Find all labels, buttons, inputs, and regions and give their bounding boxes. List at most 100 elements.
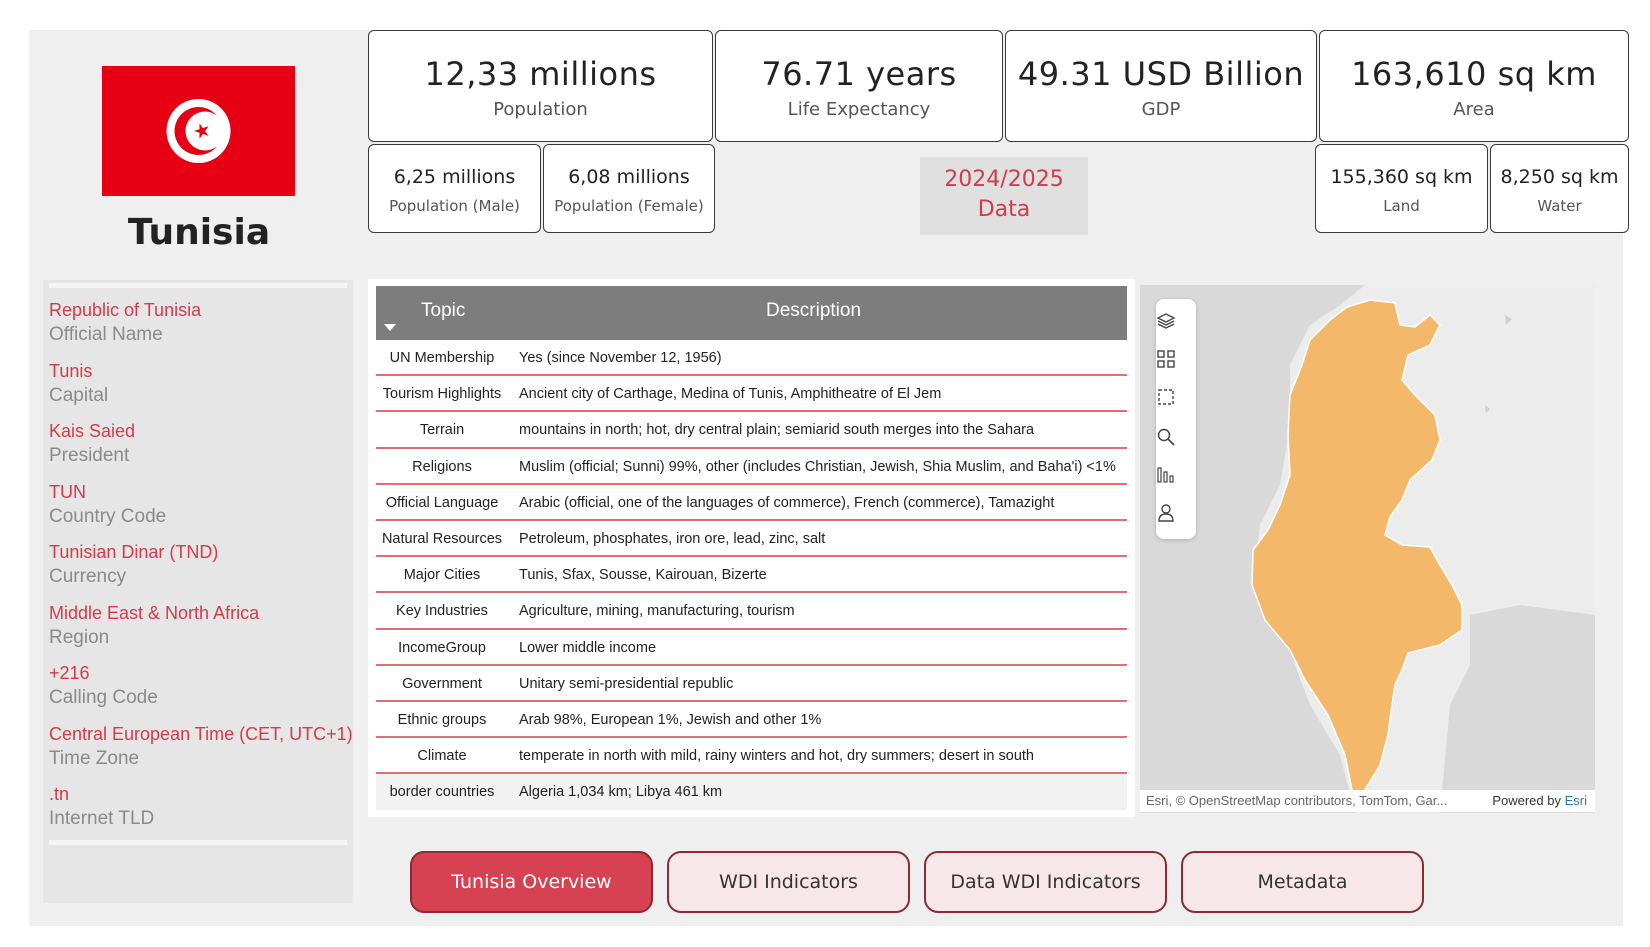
data-label: Data [977,197,1031,222]
kpi-life-expectancy-card: 76.71 years Life Expectancy [715,30,1003,142]
layers-icon[interactable] [1156,311,1176,331]
table-row: UN Membership Yes (since November 12, 195… [376,340,1127,377]
info-panel: Republic of Tunisia Official Name Tunis … [43,280,353,903]
kpi-value: 49.31 USD Billion [1017,55,1305,93]
description-cell: Unitary semi-presidential republic [519,675,734,692]
info-item-calling-code: +216 Calling Code [49,660,349,721]
map-toolbar [1156,299,1196,539]
nav-button-tunisia-overview[interactable]: Tunisia Overview [410,851,653,913]
nav-button-metadata[interactable]: Metadata [1181,851,1424,913]
column-header-description[interactable]: Description [766,300,862,321]
info-label: Official Name [49,324,163,345]
panel-divider-top [49,283,347,288]
kpi-label: Life Expectancy [787,99,931,120]
topic-cell: Official Language [385,494,499,511]
table-row: Government Unitary semi-presidential repu… [376,665,1127,702]
country-map[interactable] [1140,285,1595,813]
table-row: IncomeGroup Lower middle income [376,629,1127,666]
bar-chart-icon[interactable] [1156,465,1176,485]
description-cell: Lower middle income [519,639,657,656]
kpi-value: 155,360 sq km [1330,166,1473,188]
info-item-president: Kais Saied President [49,418,349,479]
topic-cell: border countries [389,784,495,801]
table-row: Natural Resources Petroleum, phosphates, … [376,520,1127,558]
info-value: Tunis [49,360,93,381]
map-canvas[interactable] [1140,285,1595,813]
description-cell: Yes (since November 12, 1956) [519,350,722,366]
info-label: Internet TLD [49,808,155,829]
neighbor-land [1140,285,1365,813]
description-cell: Arab 98%, European 1%, Jewish and other … [519,711,822,728]
info-item-internet-tld: .tn Internet TLD [49,781,349,842]
kpi-population-male-card: 6,25 millions Population (Male) [368,144,541,233]
info-value: .tn [49,784,70,804]
kpi-value: 6,08 millions [568,166,690,188]
country-facts-table: Topic Description UN Membership Yes (sinc… [368,279,1135,817]
info-label: Calling Code [49,687,158,708]
table-row: Religions Muslim (official; Sunni) 99%, o… [376,448,1127,485]
kpi-value: 8,250 sq km [1500,166,1619,188]
topic-cell: Tourism Highlights [382,386,502,403]
kpi-gdp-card: 49.31 USD Billion GDP [1005,30,1317,142]
info-item-official-name: Republic of Tunisia Official Name [49,297,349,358]
table-row: Ethnic groups Arab 98%, European 1%, Jewi… [376,701,1127,739]
info-label: Region [49,626,110,648]
kpi-label: Water [1537,197,1582,215]
kpi-value: 163,610 sq km [1351,55,1597,93]
kpi-label: Area [1453,99,1495,120]
description-cell: Ancient city of Carthage, Medina of Tuni… [519,386,942,403]
table-row: Tourism Highlights Ancient city of Cartha… [376,376,1127,413]
info-value: Kais Saied [49,421,136,441]
info-value: +216 [49,663,90,683]
kpi-label: Land [1383,197,1420,215]
search-icon[interactable] [1156,427,1176,447]
table-row: Terrain mountains in north; hot, dry cent… [376,412,1127,449]
kpi-label: Population (Female) [554,197,704,215]
kpi-value: 12,33 millions [424,55,657,93]
description-cell: temperate in north with mild, rainy wint… [519,748,1034,765]
kpi-water-card: 8,250 sq km Water [1490,144,1629,233]
table-header: Topic Description [376,286,1127,340]
data-year: 2024/2025 [944,167,1064,192]
kpi-area-card: 163,610 sq km Area [1319,30,1629,142]
topic-cell: Natural Resources [381,530,503,547]
info-label: Capital [49,384,109,406]
topic-cell: IncomeGroup [398,639,486,656]
qr-select-icon[interactable] [1156,349,1176,369]
nav-button-wdi-indicators[interactable]: WDI Indicators [667,851,910,913]
description-cell: Tunis, Sfax, Sousse, Kairouan, Bizerte [519,567,767,584]
table-row: border countries Algeria 1,034 km; Libya … [376,774,1127,811]
sort-descending-icon[interactable] [384,324,396,331]
topic-cell: Government [402,675,482,692]
panel-divider-bottom [49,840,347,845]
info-list: Republic of Tunisia Official Name Tunis … [49,297,353,842]
topic-cell: Major Cities [403,567,481,584]
nav-button-data-wdi-indicators[interactable]: Data WDI Indicators [924,851,1167,913]
topic-cell: Ethnic groups [397,711,487,728]
esri-link[interactable]: Esri [1564,793,1587,808]
info-label: President [49,445,130,466]
powered-by-text: Powered by [1492,793,1561,808]
info-item-time-zone: Central European Time (CET, UTC+1) Time … [49,721,353,782]
info-item-currency: Tunisian Dinar (TND) Currency [49,539,349,600]
rectangle-select-icon[interactable] [1156,387,1176,407]
tunisia-flag [102,66,295,196]
info-value: Central European Time (CET, UTC+1) [49,723,353,744]
kpi-population-female-card: 6,08 millions Population (Female) [543,144,715,233]
topic-cell: Terrain [419,422,465,439]
table-body: UN Membership Yes (since November 12, 195… [376,340,1127,811]
kpi-population-card: 12,33 millions Population [368,30,713,142]
table-row: Major Cities Tunis, Sfax, Sousse, Kairoua… [376,557,1127,594]
info-item-region: Middle East & North Africa Region [49,600,349,661]
tunisia-shape[interactable] [1251,299,1463,807]
description-cell: Muslim (official; Sunni) 99%, other (inc… [519,458,1116,475]
column-header-topic[interactable]: Topic [421,300,466,321]
info-value: Middle East & North Africa [49,602,260,623]
info-value: Republic of Tunisia [49,300,202,320]
topic-cell: Religions [412,458,472,475]
person-icon[interactable] [1156,503,1176,523]
kpi-value: 76.71 years [761,55,957,93]
table-row: Climate temperate in north with mild, rai… [376,738,1127,775]
map-attribution: Esri, © OpenStreetMap contributors, TomT… [1140,790,1595,812]
neighbor-land [1440,605,1595,813]
